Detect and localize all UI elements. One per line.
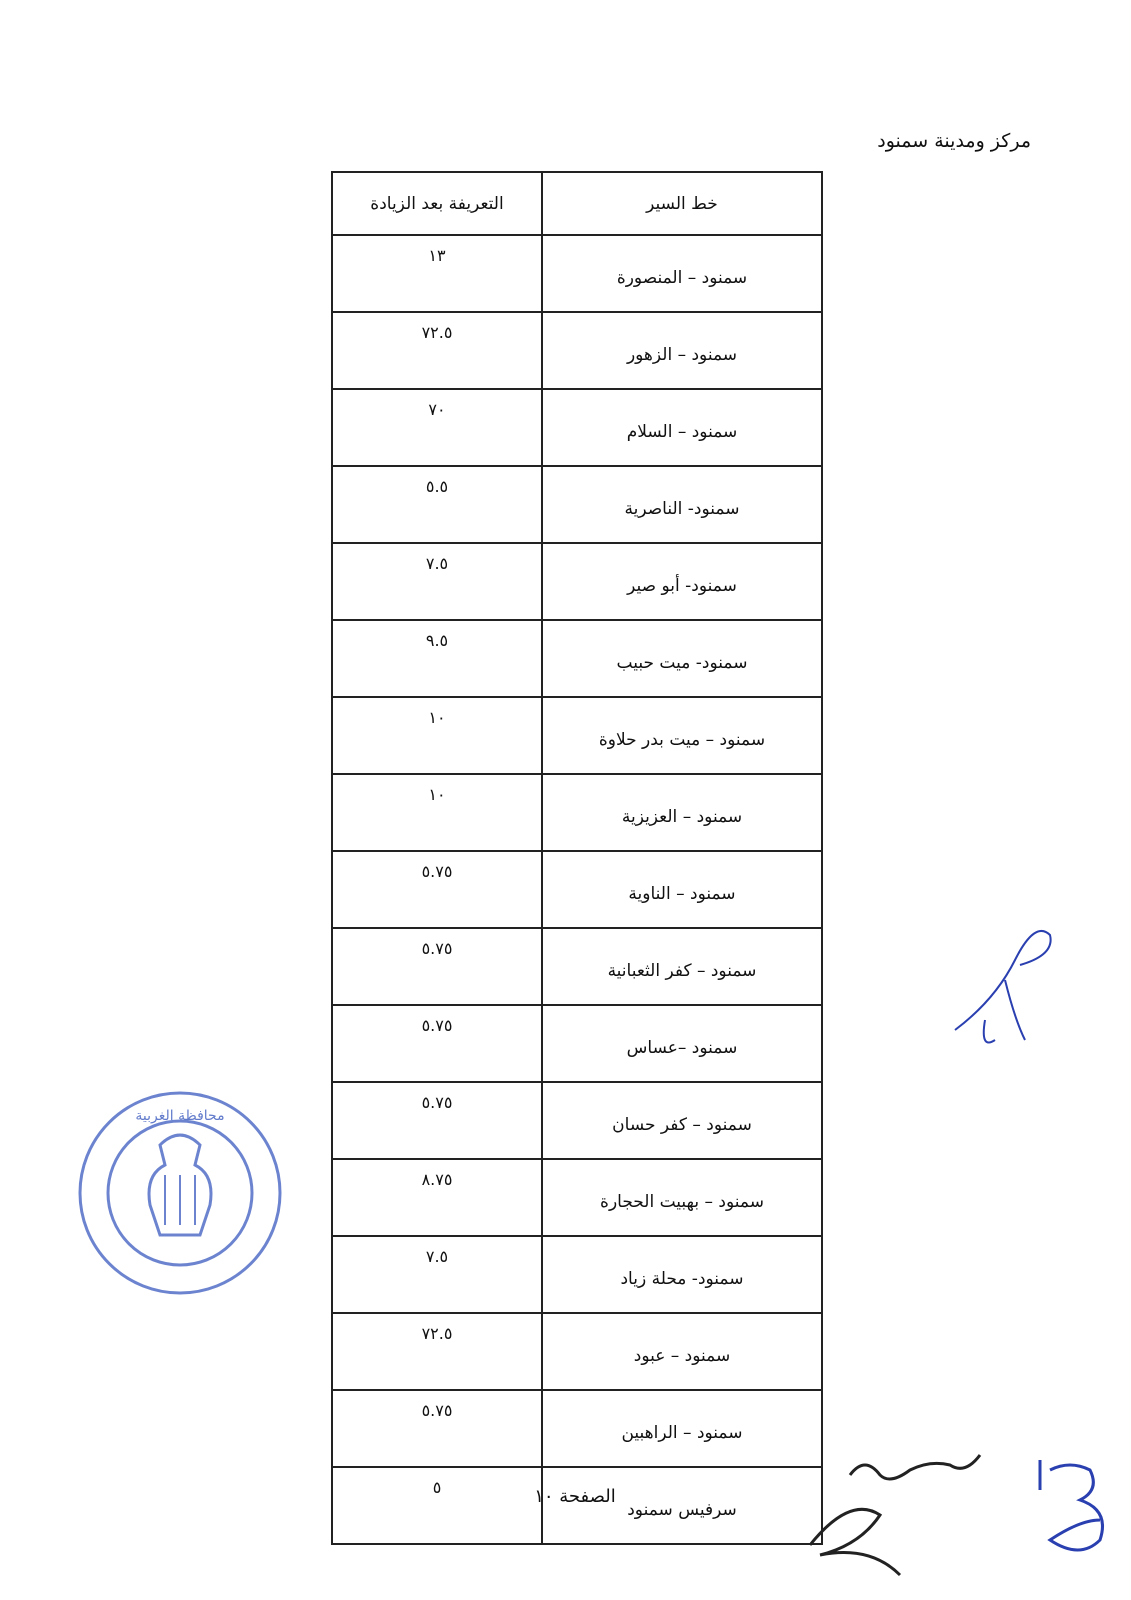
fare-cell: ٧٠	[331, 388, 543, 467]
route-cell: سمنود – كفر حسان	[541, 1081, 823, 1160]
page-heading: مركز ومدينة سمنود	[877, 130, 1031, 152]
table-row: سمنود – العزيزية ١٠	[331, 773, 823, 852]
fare-cell: ٧.٥	[331, 542, 543, 621]
table-row: سمنود- محلة زياد ٧.٥	[331, 1235, 823, 1314]
table-header-row: خط السير التعريفة بعد الزيادة	[331, 171, 823, 236]
fare-cell: ٥.٧٥	[331, 850, 543, 929]
route-cell: سرفيس سمنود	[541, 1466, 823, 1545]
official-stamp: محافظة الغربية	[78, 1091, 282, 1295]
route-cell: سمنود – العزيزية	[541, 773, 823, 852]
table-row: سمنود – الزهور ٧٢.٥	[331, 311, 823, 390]
table-row: سمنود – عبود ٧٢.٥	[331, 1312, 823, 1391]
fares-table: خط السير التعريفة بعد الزيادة سمنود – ال…	[331, 171, 823, 1545]
fare-cell: ٧.٥	[331, 1235, 543, 1314]
table-row: سمنود – كفر حسان ٥.٧٥	[331, 1081, 823, 1160]
table-row: سمنود – الراهبين ٥.٧٥	[331, 1389, 823, 1468]
table-row: سمنود- ميت حبيب ٩.٥	[331, 619, 823, 698]
fare-cell: ٥.٧٥	[331, 1081, 543, 1160]
route-cell: سمنود- الناصرية	[541, 465, 823, 544]
route-cell: سمنود- ميت حبيب	[541, 619, 823, 698]
signature-bottom-right	[1038, 1460, 1104, 1552]
route-cell: سمنود- محلة زياد	[541, 1235, 823, 1314]
fare-cell: ٥.٧٥	[331, 927, 543, 1006]
route-cell: سمنود – الراهبين	[541, 1389, 823, 1468]
table-row: سمنود- الناصرية ٥.٥	[331, 465, 823, 544]
table-row: سرفيس سمنود ٥	[331, 1466, 823, 1545]
route-cell: سمنود – عبود	[541, 1312, 823, 1391]
route-cell: سمنود – السلام	[541, 388, 823, 467]
route-cell: سمنود – الناوية	[541, 850, 823, 929]
signature-bottom-middle	[808, 1454, 982, 1577]
route-cell: سمنود- أبو صير	[541, 542, 823, 621]
fare-cell: ١٠	[331, 773, 543, 852]
fare-cell: ٥.٥	[331, 465, 543, 544]
fare-cell: ٨.٧٥	[331, 1158, 543, 1237]
table-row: سمنود –عساس ٥.٧٥	[331, 1004, 823, 1083]
table-row: سمنود – كفر الثعبانية ٥.٧٥	[331, 927, 823, 1006]
route-cell: سمنود – الزهور	[541, 311, 823, 390]
fare-cell: ١٠	[331, 696, 543, 775]
fare-cell: ٧٢.٥	[331, 1312, 543, 1391]
page-number: الصفحة ١٠	[534, 1486, 616, 1507]
route-cell: سمنود –عساس	[541, 1004, 823, 1083]
fare-cell: ٧٢.٥	[331, 311, 543, 390]
header-route: خط السير	[541, 171, 823, 236]
table-row: سمنود- أبو صير ٧.٥	[331, 542, 823, 621]
route-cell: سمنود – كفر الثعبانية	[541, 927, 823, 1006]
header-fare: التعريفة بعد الزيادة	[331, 171, 543, 236]
stamp-text: محافظة الغربية	[135, 1108, 224, 1124]
table-row: سمنود – المنصورة ١٣	[331, 234, 823, 313]
fare-cell: ٩.٥	[331, 619, 543, 698]
table-row: سمنود – ميت بدر حلاوة ١٠	[331, 696, 823, 775]
signature-right	[954, 929, 1052, 1044]
fare-cell: ٥.٧٥	[331, 1004, 543, 1083]
fare-cell: ٥.٧٥	[331, 1389, 543, 1468]
table-row: سمنود – الناوية ٥.٧٥	[331, 850, 823, 929]
table-row: سمنود – السلام ٧٠	[331, 388, 823, 467]
route-cell: سمنود – ميت بدر حلاوة	[541, 696, 823, 775]
table-row: سمنود – بهبيت الحجارة ٨.٧٥	[331, 1158, 823, 1237]
fare-cell: ١٣	[331, 234, 543, 313]
route-cell: سمنود – بهبيت الحجارة	[541, 1158, 823, 1237]
route-cell: سمنود – المنصورة	[541, 234, 823, 313]
fare-cell: ٥	[331, 1466, 543, 1545]
